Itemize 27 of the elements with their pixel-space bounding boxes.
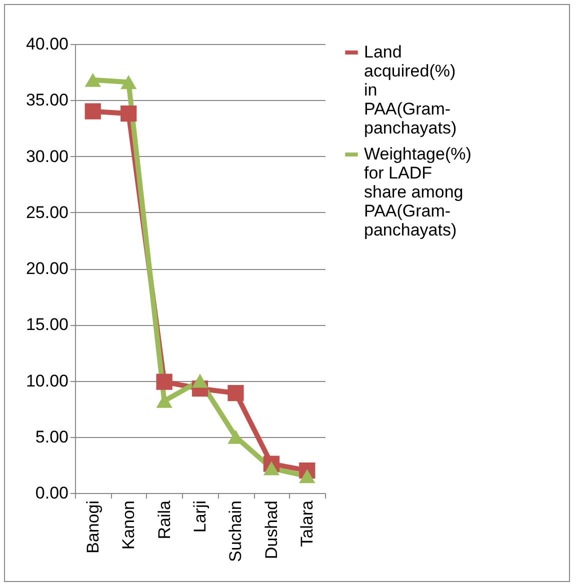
- point: [192, 374, 208, 388]
- y-tick-label: 20.00: [26, 259, 68, 278]
- legend-label: Land acquired(%) in PAA(Gram-panchayats): [364, 42, 457, 138]
- x-tick-label: Talara: [298, 500, 317, 547]
- x-tick-label: Banogi: [83, 500, 102, 554]
- y-tick-label: 15.00: [26, 315, 68, 334]
- point: [84, 72, 101, 87]
- point: [299, 469, 316, 484]
- point: [156, 374, 172, 390]
- x-tick-label: Larji: [190, 500, 210, 533]
- x-tick-label: Kanon: [119, 500, 138, 550]
- y-tick-label: 10.00: [26, 371, 68, 390]
- y-tick-label: 30.00: [26, 146, 68, 166]
- y-tick-label: 0.00: [35, 484, 68, 502]
- point: [120, 75, 137, 90]
- y-tick-label: 25.00: [26, 202, 68, 222]
- x-tick-label: Suchain: [226, 500, 246, 562]
- x-tick-label: Dushad: [262, 500, 281, 560]
- y-tick-label: 40.00: [26, 34, 68, 54]
- point: [120, 106, 137, 122]
- legend-label: Weightage(%) for LADF share among PAA(Gram-panchayats): [364, 144, 472, 240]
- point: [84, 103, 101, 120]
- y-tick-label: 5.00: [35, 427, 68, 446]
- point: [263, 461, 280, 476]
- x-tick-label: Raila: [154, 500, 174, 540]
- y-tick-label: 35.00: [26, 90, 68, 110]
- point: [228, 385, 244, 402]
